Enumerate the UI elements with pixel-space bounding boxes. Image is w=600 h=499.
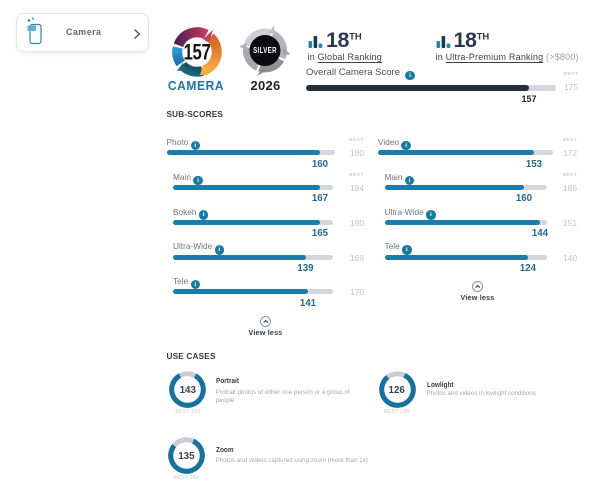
svg-text:157: 157 xyxy=(184,40,211,65)
svg-text:SILVER: SILVER xyxy=(253,45,277,55)
